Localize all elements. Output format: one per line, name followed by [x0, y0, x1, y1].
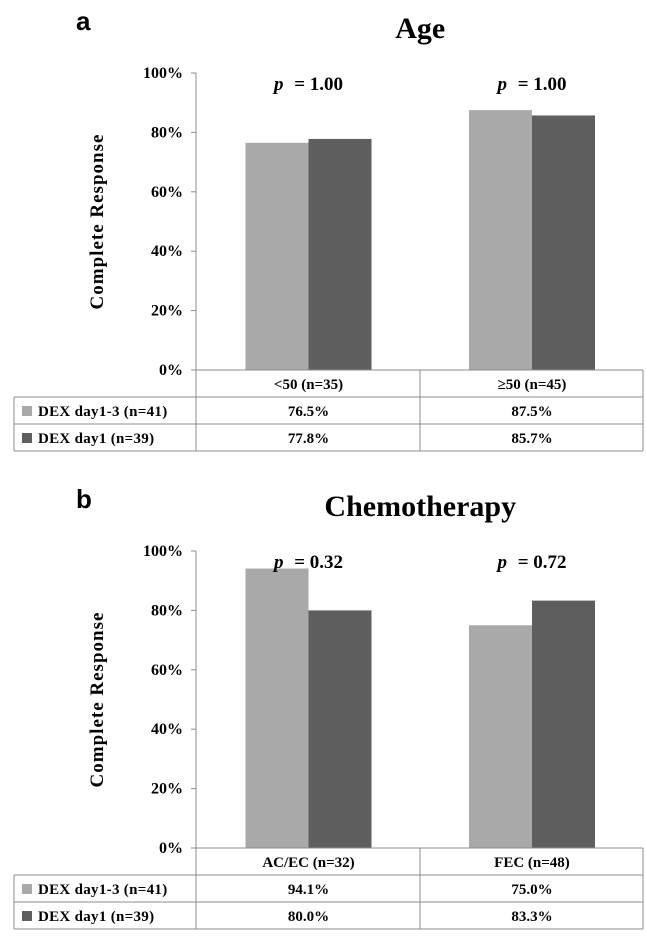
y-tick-label: 60%	[151, 184, 183, 201]
y-tick-label: 80%	[151, 124, 183, 141]
y-tick-label: 20%	[151, 303, 183, 320]
p-value-label: p = 0.72	[495, 552, 566, 573]
p-value-label: p = 0.32	[272, 552, 343, 573]
p-value-text: = 1.00	[513, 74, 567, 95]
y-axis-label: Complete Response	[87, 134, 108, 310]
bar-dex-day1-1	[532, 600, 595, 848]
bar-dex-day1-1	[532, 115, 595, 370]
bar-dex-day1-0	[308, 610, 372, 848]
y-tick-label: 100%	[143, 543, 183, 560]
y-tick-label: 80%	[151, 602, 183, 619]
legend-series-name: DEX day1-3 (n=41)	[38, 882, 168, 898]
panel-letter: a	[76, 6, 91, 36]
legend-swatch	[22, 406, 32, 416]
panel-chemotherapy: b Chemotherapy Complete Response 0% 20% 40% 60…	[0, 478, 646, 940]
y-tick-label: 40%	[151, 243, 183, 260]
data-value-label: 76.5%	[288, 404, 329, 420]
p-value-symbol: p	[495, 74, 507, 95]
panel-age: a Age Complete Response 0% 20% 40% 60% 80% 100% p…	[0, 0, 646, 462]
legend-swatch	[22, 884, 32, 894]
y-tick-label: 40%	[151, 721, 183, 738]
data-value-label: 77.8%	[288, 431, 329, 447]
data-value-label: 75.0%	[511, 882, 552, 898]
p-value-text: = 0.72	[513, 552, 567, 573]
category-label: <50 (n=35)	[274, 377, 343, 393]
chemotherapy-chart: b Chemotherapy Complete Response 0% 20% 40% 60…	[13, 484, 644, 930]
category-label: ≥50 (n=45)	[498, 377, 567, 393]
panel-letter: b	[76, 484, 92, 514]
p-value-symbol: p	[272, 552, 284, 573]
age-chart: a Age Complete Response 0% 20% 40% 60% 80% 100% p…	[13, 6, 644, 452]
y-tick-label: 20%	[151, 781, 183, 798]
legend-series-name: DEX day1 (n=39)	[38, 909, 154, 925]
p-value-label: p = 1.00	[272, 74, 343, 95]
chart-title: Chemotherapy	[324, 490, 516, 523]
bar-dex-day1-0	[308, 138, 372, 370]
bar-dex-day1-3-1	[469, 625, 532, 848]
y-tick-label: 60%	[151, 662, 183, 679]
category-label: AC/EC (n=32)	[262, 855, 354, 871]
y-tick-label: 0%	[159, 362, 183, 379]
legend-series-name: DEX day1 (n=39)	[38, 431, 154, 447]
p-value-label: p = 1.00	[495, 74, 566, 95]
chart-title: Age	[395, 12, 445, 45]
data-value-label: 85.7%	[511, 431, 552, 447]
y-tick-label: 100%	[143, 65, 183, 82]
legend-swatch	[22, 911, 32, 921]
y-tick-label: 0%	[159, 840, 183, 857]
data-value-label: 80.0%	[288, 909, 329, 925]
bar-dex-day1-3-1	[469, 110, 532, 370]
bar-dex-day1-3-0	[245, 568, 309, 848]
data-value-label: 94.1%	[288, 882, 329, 898]
category-label: FEC (n=48)	[494, 855, 570, 871]
legend-series-name: DEX day1-3 (n=41)	[38, 404, 168, 420]
p-value-text: = 1.00	[289, 74, 343, 95]
legend-swatch	[22, 433, 32, 443]
p-value-symbol: p	[272, 74, 284, 95]
data-value-label: 83.3%	[511, 909, 552, 925]
p-value-symbol: p	[495, 552, 507, 573]
p-value-text: = 0.32	[289, 552, 343, 573]
y-axis-label: Complete Response	[87, 612, 108, 788]
bar-dex-day1-3-0	[245, 142, 309, 370]
data-value-label: 87.5%	[511, 404, 552, 420]
